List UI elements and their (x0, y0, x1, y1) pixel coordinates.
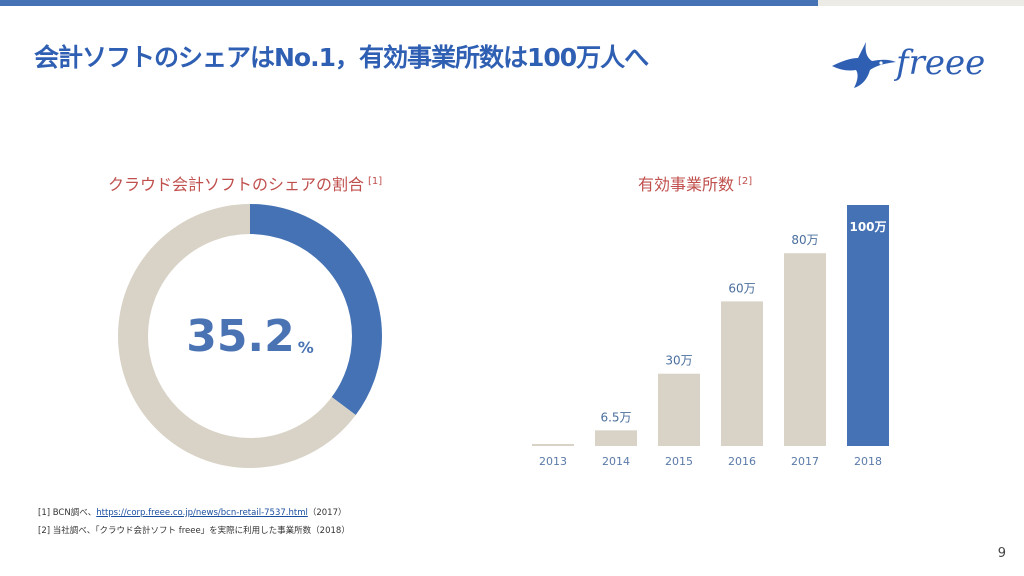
donut-slice-1 (118, 204, 382, 468)
footnote-2: [2] 当社調べ、「クラウド会計ソフト freee」を実際に利用した事業所数（2… (38, 522, 350, 540)
bar-subtitle: 有効事業所数 [2] (638, 171, 752, 195)
donut-svg (118, 204, 382, 468)
x-tick-label-2015: 2015 (665, 455, 693, 468)
footnotes: [1] BCN調べ、https://corp.freee.co.jp/news/… (38, 504, 350, 540)
donut-subtitle-text: クラウド会計ソフトのシェアの割合 (108, 175, 365, 194)
bar-value-label-2017: 80万 (791, 233, 818, 247)
footnote-2-text: [2] 当社調べ、「クラウド会計ソフト freee」を実際に利用した事業所数（2… (38, 526, 350, 536)
footnote-1-link[interactable]: https://corp.freee.co.jp/news/bcn-retail… (96, 508, 308, 518)
donut-ref: [1] (368, 175, 383, 187)
donut-center-label: 35.2% (118, 204, 382, 468)
donut-subtitle: クラウド会計ソフトのシェアの割合 [1] (108, 171, 382, 195)
bar-value-label-2018: 100万 (849, 220, 886, 234)
bar-2016 (721, 301, 763, 446)
slide-title: 会計ソフトのシェアはNo.1，有効事業所数は100万人へ (34, 43, 649, 72)
donut-value: 35.2 (186, 310, 295, 362)
x-tick-label-2013: 2013 (539, 455, 567, 468)
bar-subtitle-text: 有効事業所数 (638, 175, 735, 194)
top-accent-bar (0, 0, 818, 6)
x-tick-label-2017: 2017 (791, 455, 819, 468)
bar-2017 (784, 253, 826, 446)
bar-2013 (532, 444, 574, 446)
swallow-bird-icon (832, 42, 896, 88)
bar-value-label-2016: 60万 (728, 281, 755, 295)
bar-2015 (658, 373, 700, 446)
share-donut-chart: 35.2% (118, 204, 382, 468)
donut-unit: % (297, 337, 314, 357)
x-tick-label-2016: 2016 (728, 455, 756, 468)
logo-text: freee (893, 43, 985, 83)
page-number: 9 (997, 546, 1006, 561)
freee-logo: freee (832, 42, 985, 88)
bar-ref: [2] (738, 175, 753, 187)
bar-2014 (595, 430, 637, 446)
bar-value-label-2015: 30万 (665, 354, 692, 368)
top-accent-bar-gray (818, 0, 1024, 6)
footnote-1: [1] BCN調べ、https://corp.freee.co.jp/news/… (38, 504, 350, 522)
offices-bar-chart: 2013 6.5万 2014 30万 2015 60万 2016 80万 2017 100万 201… (532, 205, 889, 468)
footnote-1-prefix: [1] BCN調べ、 (38, 508, 97, 518)
bar-2018 (847, 205, 889, 446)
footnote-1-suffix: （2017） (307, 508, 347, 518)
bar-value-label-2014: 6.5万 (600, 410, 631, 424)
x-tick-label-2014: 2014 (602, 455, 630, 468)
x-tick-label-2018: 2018 (854, 455, 882, 468)
